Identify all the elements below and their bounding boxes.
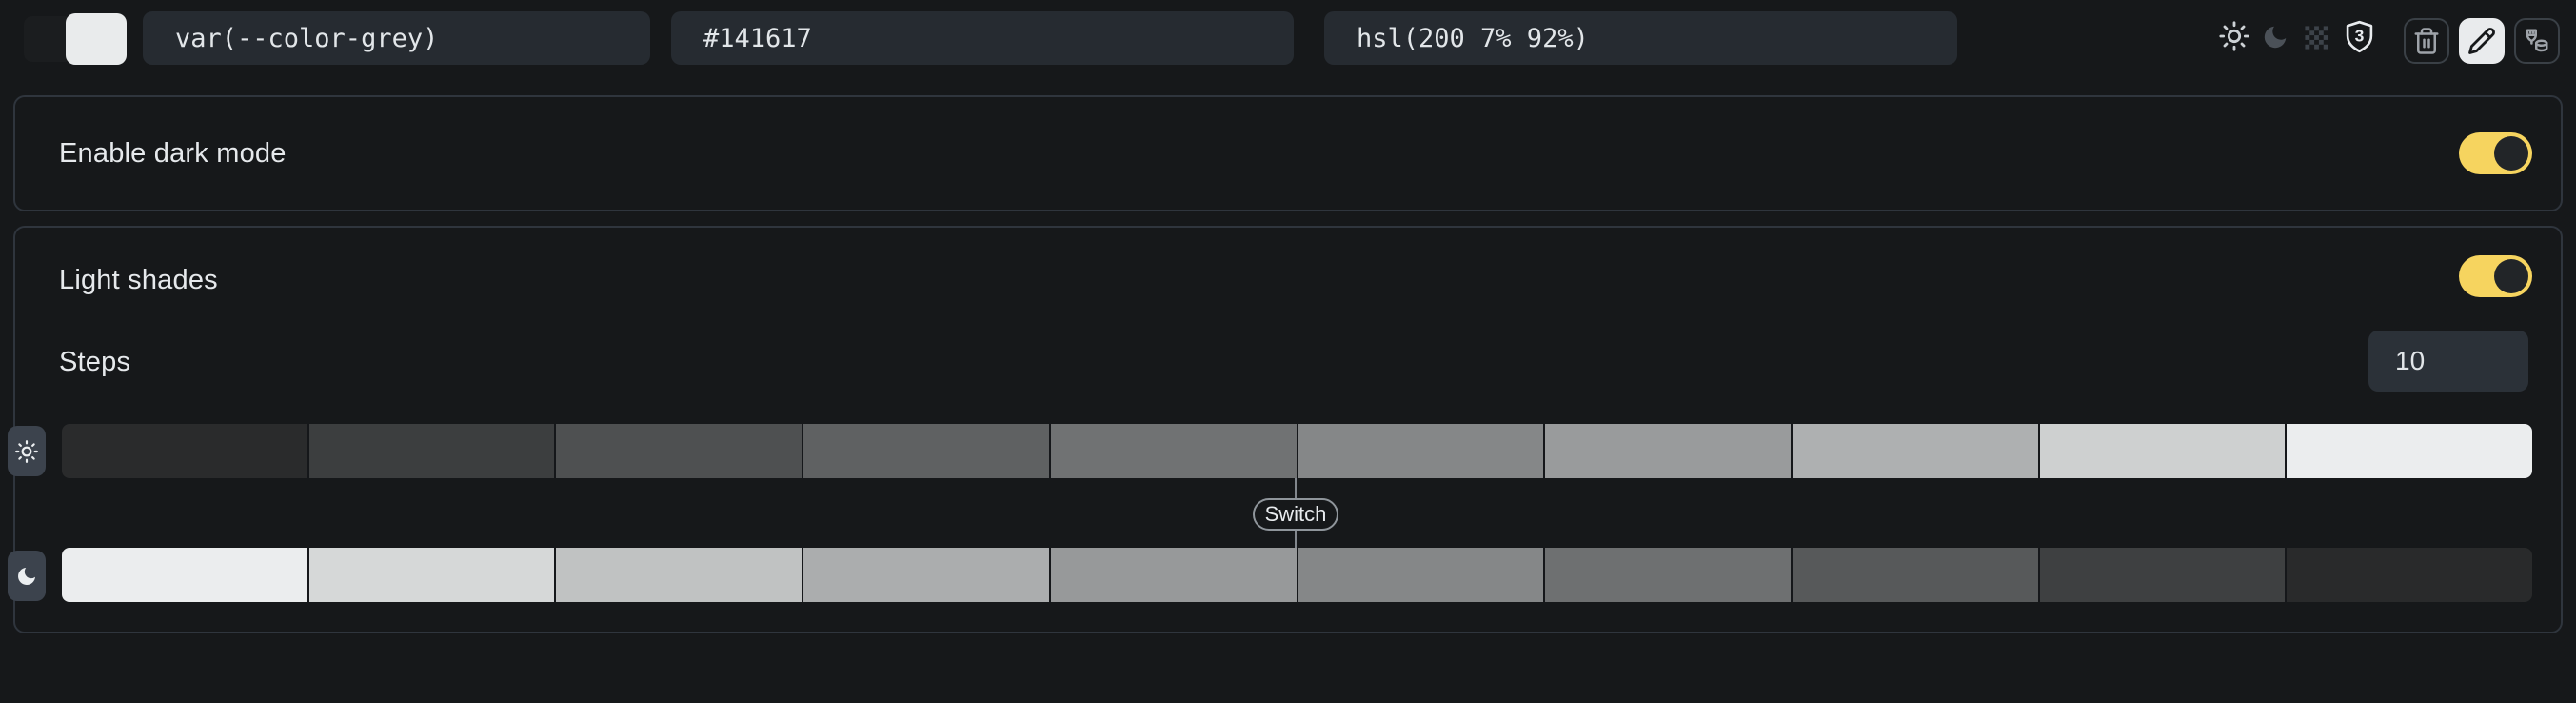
dark-mode-card: Enable dark mode — [13, 95, 2563, 211]
shade-swatch[interactable] — [1296, 424, 1544, 478]
shield-badge-number: 3 — [2355, 27, 2365, 46]
shade-swatch[interactable] — [1543, 424, 1791, 478]
light-shades-label: Light shades — [59, 264, 218, 295]
shade-swatch[interactable] — [2037, 548, 2286, 602]
moon-icon — [15, 565, 38, 588]
light-color-swatch[interactable] — [66, 13, 127, 65]
steps-label: Steps — [59, 347, 131, 377]
switch-label: Switch — [1264, 502, 1327, 526]
moon-icon[interactable] — [2260, 22, 2290, 52]
toggle-knob — [2494, 259, 2528, 293]
dark-row-badge — [8, 551, 46, 601]
trash-icon — [2412, 27, 2441, 55]
checkerboard-icon[interactable] — [2303, 24, 2330, 51]
dark-mode-toggle[interactable] — [2459, 132, 2532, 174]
hsl-color-input[interactable] — [1324, 11, 1957, 65]
edit-button[interactable] — [2459, 18, 2505, 64]
shield-3-icon[interactable]: 3 — [2343, 19, 2376, 54]
topbar: 3 — [0, 0, 2576, 86]
dark-color-swatch[interactable] — [24, 16, 67, 62]
shade-swatch[interactable] — [2285, 424, 2533, 478]
pencil-icon — [2467, 27, 2496, 55]
shade-swatch[interactable] — [2037, 424, 2286, 478]
hex-color-input[interactable] — [671, 11, 1294, 65]
dark-mode-label: Enable dark mode — [59, 137, 287, 169]
dark-shade-strip — [62, 548, 2533, 602]
shade-swatch[interactable] — [62, 424, 307, 478]
shade-swatch[interactable] — [307, 548, 555, 602]
shade-swatch[interactable] — [2285, 548, 2533, 602]
color-preview-swatch[interactable] — [24, 13, 127, 65]
shade-swatch[interactable] — [1048, 424, 1297, 478]
switch-handle[interactable]: Switch — [1253, 498, 1338, 531]
shade-swatch[interactable] — [802, 424, 1049, 478]
light-shade-strip — [62, 424, 2533, 478]
shade-swatch[interactable] — [1790, 548, 2038, 602]
shades-card: Light shades Steps Switch — [8, 226, 2563, 633]
sun-icon[interactable] — [2218, 20, 2250, 52]
shade-swatch[interactable] — [554, 548, 803, 602]
shade-swatch[interactable] — [1790, 424, 2038, 478]
shade-swatch[interactable] — [554, 424, 803, 478]
shade-swatch[interactable] — [62, 548, 307, 602]
light-shades-toggle[interactable] — [2459, 255, 2532, 297]
steps-input[interactable] — [2368, 331, 2528, 392]
sun-icon — [14, 439, 39, 464]
color-variable-input[interactable] — [143, 11, 650, 65]
toggle-knob — [2494, 136, 2528, 171]
delete-button[interactable] — [2404, 18, 2449, 64]
shade-swatch[interactable] — [1543, 548, 1791, 602]
shade-swatch[interactable] — [307, 424, 555, 478]
light-row-badge — [8, 426, 46, 476]
shade-swatch[interactable] — [1048, 548, 1297, 602]
apply-styles-button[interactable] — [2514, 18, 2560, 64]
brush-stack-icon — [2523, 27, 2551, 55]
shade-swatch[interactable] — [802, 548, 1049, 602]
shade-swatch[interactable] — [1296, 548, 1544, 602]
